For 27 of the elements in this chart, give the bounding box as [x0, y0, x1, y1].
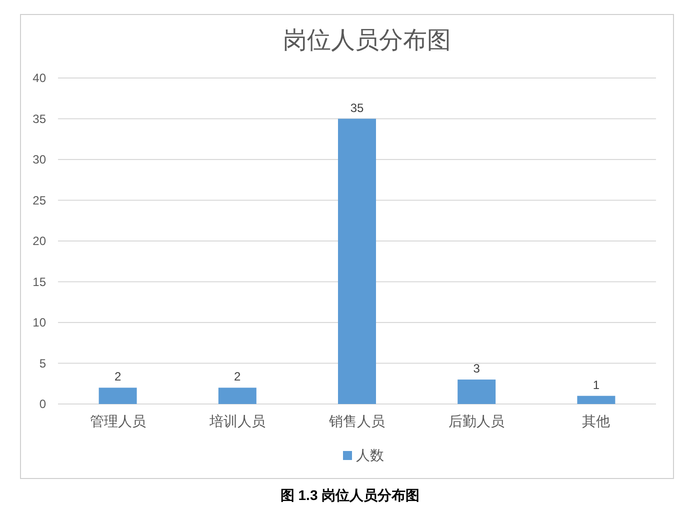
data-label: 2	[234, 370, 242, 384]
y-tick-label: 20	[32, 234, 46, 248]
data-label: 1	[592, 378, 600, 392]
data-label: 3	[473, 362, 480, 376]
y-tick-label: 15	[32, 274, 46, 289]
bar	[218, 388, 256, 404]
bar	[577, 396, 616, 404]
y-tick-label: 0	[39, 397, 46, 411]
legend-label: 人数	[356, 447, 384, 463]
data-label: 2	[114, 370, 122, 384]
y-tick-label: 35	[32, 112, 46, 126]
y-tick-label: 30	[32, 152, 46, 166]
y-tick-label: 10	[32, 316, 46, 330]
data-label: 35	[350, 100, 364, 115]
x-tick-label: 其他	[582, 413, 610, 429]
x-tick-label: 后勤人员	[448, 413, 505, 429]
bar	[458, 380, 496, 404]
y-tick-label: 5	[39, 356, 46, 370]
bar	[338, 118, 376, 404]
bar	[98, 388, 137, 404]
chart-title: 岗位人员分布图	[283, 27, 451, 54]
y-tick-label: 40	[32, 71, 46, 85]
x-tick-label: 管理人员	[90, 413, 146, 429]
x-tick-label: 销售人员	[328, 413, 385, 429]
x-tick-label: 培训人员	[208, 413, 266, 429]
caption: 图 1.3 岗位人员分布图	[280, 487, 420, 503]
y-tick-label: 25	[32, 193, 46, 208]
